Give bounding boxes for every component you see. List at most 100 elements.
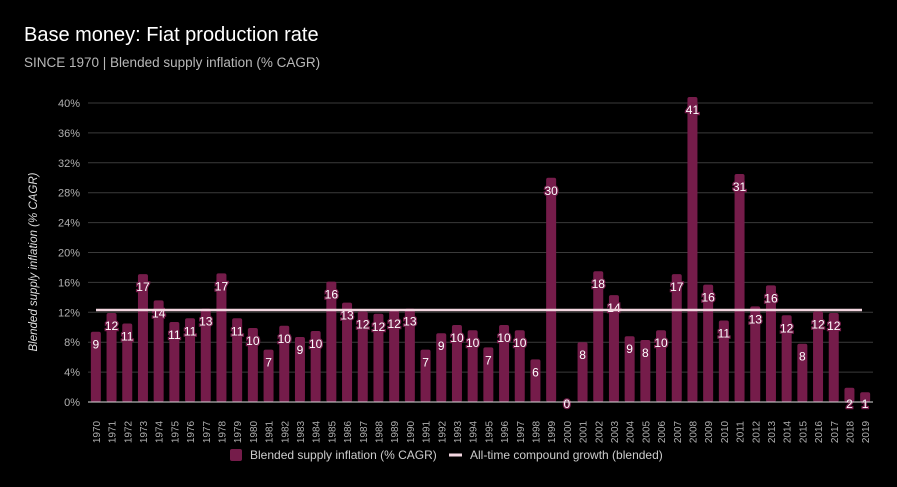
x-tick-label: 2002	[594, 420, 605, 443]
data-label: 17	[670, 280, 684, 294]
bar-1977	[200, 308, 211, 402]
y-tick-label: 32%	[58, 158, 80, 170]
x-tick-label: 2018	[845, 420, 856, 443]
x-tick-label: 1974	[155, 420, 166, 443]
y-tick-label: 8%	[64, 337, 80, 349]
data-label: 12	[105, 319, 119, 333]
x-tick-label: 1971	[108, 420, 119, 443]
bar-1997	[514, 330, 525, 402]
data-label: 10	[246, 334, 260, 348]
data-label: 11	[184, 324, 197, 338]
x-tick-label: 1996	[500, 420, 511, 443]
data-label: 8	[642, 346, 649, 360]
data-label: 10	[654, 336, 668, 350]
x-tick-label: 2016	[814, 420, 825, 443]
data-label: 10	[513, 336, 527, 350]
data-label: 7	[422, 356, 429, 370]
data-label: 11	[121, 330, 134, 344]
bar-1987	[357, 311, 368, 402]
data-label: 12	[372, 320, 386, 334]
bar-1981	[263, 349, 274, 402]
bar-2014	[781, 315, 792, 402]
x-tick-label: 1992	[437, 420, 448, 443]
x-tick-label: 1970	[92, 420, 103, 443]
data-label: 1	[862, 397, 869, 411]
bar-1976	[185, 318, 196, 402]
bar-1989	[389, 310, 400, 402]
bar-1982	[279, 325, 290, 402]
x-tick-label: 2009	[704, 420, 715, 443]
legend-swatch-bars	[230, 449, 242, 461]
data-label: 14	[152, 306, 166, 320]
x-tick-label: 2017	[830, 420, 841, 443]
bar-1979	[232, 318, 243, 402]
bar-1978	[216, 273, 227, 402]
bar-2009	[703, 284, 714, 402]
x-tick-label: 1981	[265, 420, 276, 443]
data-label: 10	[278, 332, 292, 346]
x-tick-label: 2000	[563, 420, 574, 443]
data-label: 10	[309, 337, 323, 351]
bar-2018	[844, 387, 855, 402]
x-tick-label: 2015	[798, 420, 809, 443]
x-tick-label: 1972	[123, 420, 134, 443]
data-label: 8	[799, 350, 806, 364]
x-tick-label: 2007	[673, 420, 684, 443]
x-tick-label: 2005	[641, 420, 652, 443]
x-tick-label: 2001	[579, 420, 590, 443]
data-label: 13	[199, 315, 213, 329]
bar-1990	[404, 308, 415, 402]
bar-1970	[90, 331, 101, 402]
x-tick-label: 1993	[453, 420, 464, 443]
data-label: 13	[403, 315, 417, 329]
x-tick-label: 1987	[359, 420, 370, 443]
x-tick-label: 2014	[783, 420, 794, 443]
bar-1983	[294, 336, 305, 402]
bar-2002	[593, 271, 604, 402]
x-tick-label: 2012	[751, 420, 762, 443]
y-tick-label: 36%	[58, 128, 80, 140]
legend-label-line: All-time compound growth (blended)	[470, 448, 663, 462]
data-label: 11	[231, 324, 244, 338]
bar-1972	[122, 323, 133, 402]
chart-title: Base money: Fiat production rate	[24, 24, 319, 46]
data-label: 0	[564, 397, 571, 411]
bar-1973	[137, 274, 148, 402]
x-tick-label: 2019	[861, 420, 872, 443]
x-tick-label: 1994	[469, 420, 480, 443]
data-label: 16	[701, 291, 715, 305]
bar-2010	[718, 320, 729, 402]
data-label: 7	[485, 353, 492, 367]
data-label: 12	[387, 317, 401, 331]
data-label: 16	[325, 288, 339, 302]
data-label: 11	[718, 327, 731, 341]
x-tick-label: 2006	[657, 420, 668, 443]
data-label: 2	[846, 397, 853, 411]
data-label: 13	[749, 312, 763, 326]
x-tick-label: 1990	[406, 420, 417, 443]
data-label: 30	[544, 184, 558, 198]
data-label: 9	[626, 342, 633, 356]
x-tick-label: 1991	[422, 420, 433, 443]
data-label: 17	[215, 279, 229, 293]
x-tick-label: 1975	[170, 420, 181, 443]
data-label: 12	[811, 318, 825, 332]
x-tick-label: 2003	[610, 420, 621, 443]
data-label: 14	[607, 301, 621, 315]
bar-1984	[310, 330, 321, 402]
data-label: 12	[356, 318, 370, 332]
data-label: 18	[592, 277, 606, 291]
data-label: 31	[733, 180, 747, 194]
bar-1993	[451, 325, 462, 402]
y-tick-label: 0%	[64, 397, 80, 409]
y-tick-label: 20%	[58, 248, 80, 260]
bar-1975	[169, 322, 180, 402]
bar-1994	[467, 330, 478, 402]
x-tick-label: 1978	[217, 420, 228, 443]
x-tick-label: 1973	[139, 420, 150, 443]
x-tick-label: 1982	[280, 420, 291, 443]
bar-2003	[608, 295, 619, 402]
x-tick-label: 2004	[626, 420, 637, 443]
data-label: 11	[168, 328, 181, 342]
